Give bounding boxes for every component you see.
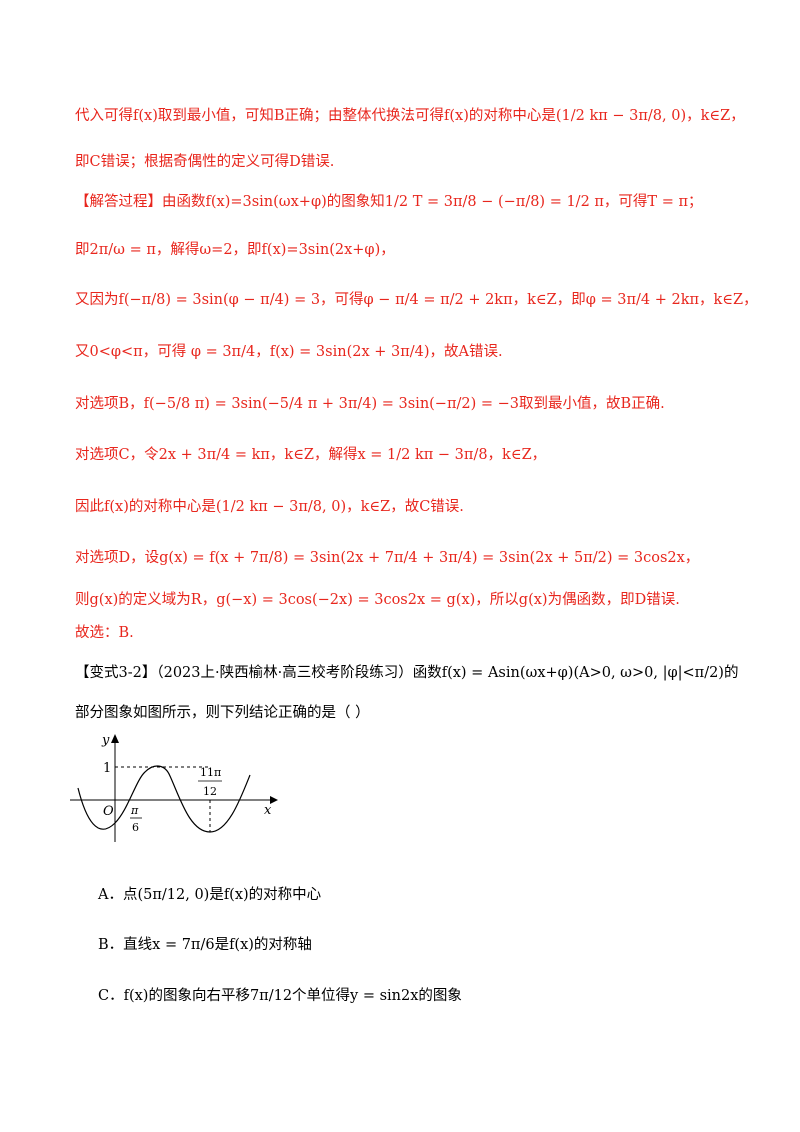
option-c[interactable]: C．f(x)的图象向右平移7π/12个单位得y = sin2x的图象 (98, 988, 462, 1004)
solution-line-4: 即2π/ω = π，解得ω=2，即f(x)=3sin(2x+φ)， (75, 242, 395, 258)
max-value-label: 1 (103, 761, 111, 776)
tick-left-denominator: 6 (132, 821, 139, 834)
solution-line-9: 因此f(x)的对称中心是(1/2 kπ − 3π/8, 0)，k∈Z，故C错误. (75, 499, 464, 515)
solution-line-10: 对选项D，设g(x) = f(x + 7π/8) = 3sin(2x + 7π/… (75, 550, 700, 566)
solution-line-8: 对选项C，令2x + 3π/4 = kπ，k∈Z，解得x = 1/2 kπ − … (75, 447, 547, 463)
y-axis-arrow (111, 734, 119, 743)
origin-label: O (103, 804, 114, 819)
x-axis-arrow (270, 796, 278, 804)
y-axis-label: y (101, 733, 110, 748)
problem-statement-line-1: 【变式3-2】（2023上·陕西榆林·高三校考阶段练习）函数f(x) = Asi… (75, 665, 739, 681)
solution-line-6: 又0<φ<π，可得 φ = 3π/4，f(x) = 3sin(2x + 3π/4… (75, 344, 503, 360)
problem-statement-line-2: 部分图象如图所示，则下列结论正确的是（ ） (75, 705, 370, 721)
solution-line-1: 代入可得f(x)取到最小值，可知B正确；由整体代换法可得f(x)的对称中心是(1… (75, 108, 745, 124)
solution-line-2: 即C错误；根据奇偶性的定义可得D错误. (75, 154, 335, 170)
solution-line-12: 故选：B. (75, 625, 134, 641)
solution-line-5: 又因为f(−π/8) = 3sin(φ − π/4) = 3，可得φ − π/4… (75, 292, 758, 308)
sine-curve (77, 765, 251, 833)
tick-right-denominator: 12 (203, 785, 217, 798)
option-a[interactable]: A．点(5π/12, 0)是f(x)的对称中心 (98, 887, 322, 903)
option-b[interactable]: B．直线x = 7π/6是f(x)的对称轴 (98, 937, 312, 953)
tick-left-numerator: π (130, 804, 139, 817)
solution-line-11: 则g(x)的定义域为R，g(−x) = 3cos(−2x) = 3cos2x =… (75, 592, 680, 608)
tick-right-numerator: 11π (200, 766, 221, 779)
solution-line-7: 对选项B，f(−5/8 π) = 3sin(−5/4 π + 3π/4) = 3… (75, 396, 665, 412)
function-graph: y x O 1 π 6 11π 12 (70, 733, 278, 842)
solution-line-3: 【解答过程】由函数f(x)=3sin(ωx+φ)的图象知1/2 T = 3π/8… (75, 194, 703, 210)
x-axis-label: x (264, 803, 272, 818)
